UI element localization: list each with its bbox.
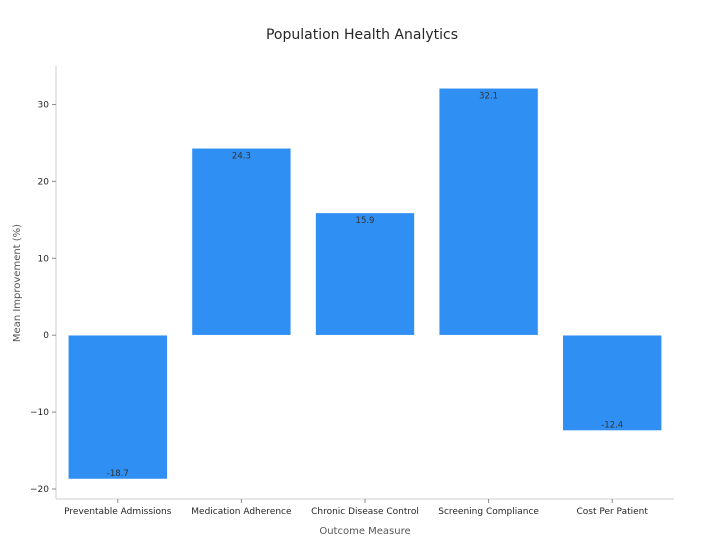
chart-title: Population Health Analytics xyxy=(266,27,458,43)
bar-preventable-admissions xyxy=(68,334,168,480)
x-tick-label: Screening Compliance xyxy=(438,507,539,517)
x-tick-label: Medication Adherence xyxy=(191,507,292,517)
x-tick-label: Preventable Admissions xyxy=(64,507,172,517)
x-tick-label: Cost Per Patient xyxy=(576,507,648,517)
bar-data-label: 24.3 xyxy=(232,151,251,161)
y-tick-label: 0 xyxy=(43,331,49,341)
bars xyxy=(68,88,662,480)
bar-screening-compliance xyxy=(438,88,539,336)
bar-data-label: 15.9 xyxy=(356,216,375,226)
bar-data-label: 32.1 xyxy=(479,91,498,101)
x-axis-label: Outcome Measure xyxy=(319,526,410,537)
y-tick-label: 30 xyxy=(38,100,50,110)
bar-data-labels: -18.7 24.3 15.9 32.1 -12.4 xyxy=(107,91,623,479)
y-tick-label: −20 xyxy=(30,485,49,495)
bar-data-label: -12.4 xyxy=(601,421,623,431)
bar-cost-per-patient xyxy=(562,334,662,431)
y-tick-label: 10 xyxy=(38,254,50,264)
x-ticks: Preventable Admissions Medication Adheren… xyxy=(64,499,648,517)
bar-data-label: -18.7 xyxy=(107,469,129,479)
bar-medication-adherence xyxy=(191,148,292,336)
y-axis-label: Mean Improvement (%) xyxy=(12,224,23,342)
y-tick-label: −10 xyxy=(30,408,49,418)
y-tick-label: 20 xyxy=(38,177,50,187)
x-tick-label: Chronic Disease Control xyxy=(311,507,419,517)
bar-chronic-disease-control xyxy=(315,212,415,336)
y-ticks: −20 −10 0 10 20 30 xyxy=(30,100,56,495)
